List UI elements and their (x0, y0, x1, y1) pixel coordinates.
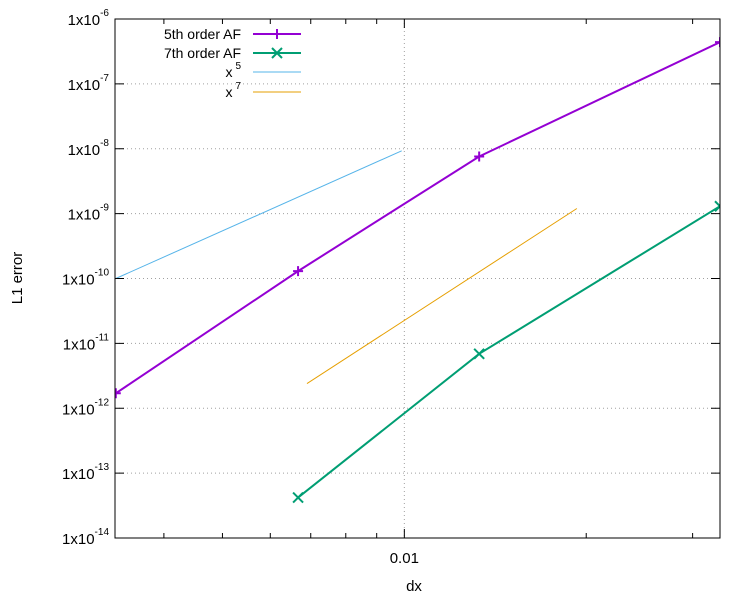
x-axis-label: dx (406, 578, 422, 595)
data-point-2 (292, 491, 304, 504)
series-line-4 (306, 208, 578, 385)
y-tick-label: 1x10-10 (62, 268, 109, 289)
series-4 (306, 208, 578, 385)
y-tick-label-base: 1x10 (68, 142, 101, 159)
y-tick-label: 1x10-11 (63, 332, 110, 353)
y-tick-label: 1x10-14 (62, 527, 109, 548)
legend-label-base: x (225, 64, 232, 80)
legend-label: 5th order AF (164, 26, 241, 42)
y-tick-label-exponent: -11 (95, 332, 109, 343)
series-1 (115, 37, 720, 399)
data-point-2 (714, 200, 720, 212)
data-point-1 (293, 266, 304, 277)
series-layer (115, 37, 720, 504)
y-tick-label-exponent: -6 (100, 8, 109, 19)
ticks (115, 18, 720, 539)
y-tick-label-base: 1x10 (62, 531, 95, 548)
y-tick-label: 1x10-7 (68, 73, 110, 94)
y-tick-label: 1x10-12 (62, 397, 109, 418)
legend-entry-2: 7th order AF (164, 45, 301, 61)
y-tick-label-exponent: -14 (95, 527, 110, 538)
y-tick-label-exponent: -12 (95, 397, 110, 408)
data-point-1 (715, 37, 720, 48)
series-line-3 (115, 150, 402, 279)
y-tick-label-exponent: -9 (100, 203, 109, 214)
x-tick-label: 0.01 (390, 550, 419, 567)
y-tick-label-exponent: -8 (100, 138, 109, 149)
data-point-1 (474, 151, 485, 162)
data-point-2 (473, 348, 485, 360)
y-tick-label-base: 1x10 (62, 401, 95, 418)
y-tick-label: 1x10-6 (68, 8, 110, 29)
series-2 (292, 200, 720, 504)
y-tick-label-base: 1x10 (62, 466, 95, 483)
legend-marker (272, 29, 282, 39)
y-tick-label-base: 1x10 (62, 272, 95, 289)
y-tick-label-base: 1x10 (68, 77, 101, 94)
tick-labels: 1x10-61x10-71x10-81x10-91x10-101x10-111x… (62, 8, 419, 567)
y-tick-label-base: 1x10 (68, 207, 101, 224)
series-line-1 (115, 41, 720, 395)
y-tick-label-exponent: -13 (95, 462, 110, 473)
data-point-1 (115, 388, 121, 399)
y-tick-label: 1x10-13 (62, 462, 109, 483)
y-tick-label-base: 1x10 (68, 12, 101, 29)
y-tick-label: 1x10-8 (68, 138, 110, 159)
legend-label-exponent: 7 (235, 81, 241, 92)
legend-label: 7th order AF (164, 45, 241, 61)
y-axis-label: L1 error (9, 252, 26, 305)
y-tick-label-exponent: -10 (95, 268, 110, 279)
y-tick-label: 1x10-9 (68, 203, 110, 224)
legend-marker (271, 47, 283, 59)
legend-label-exponent: 5 (235, 61, 241, 72)
legend-entry-1: 5th order AF (164, 26, 301, 42)
y-tick-label-exponent: -7 (100, 73, 109, 84)
legend-label-base: x (225, 84, 232, 100)
y-tick-label-base: 1x10 (63, 336, 96, 353)
series-3 (115, 150, 402, 279)
